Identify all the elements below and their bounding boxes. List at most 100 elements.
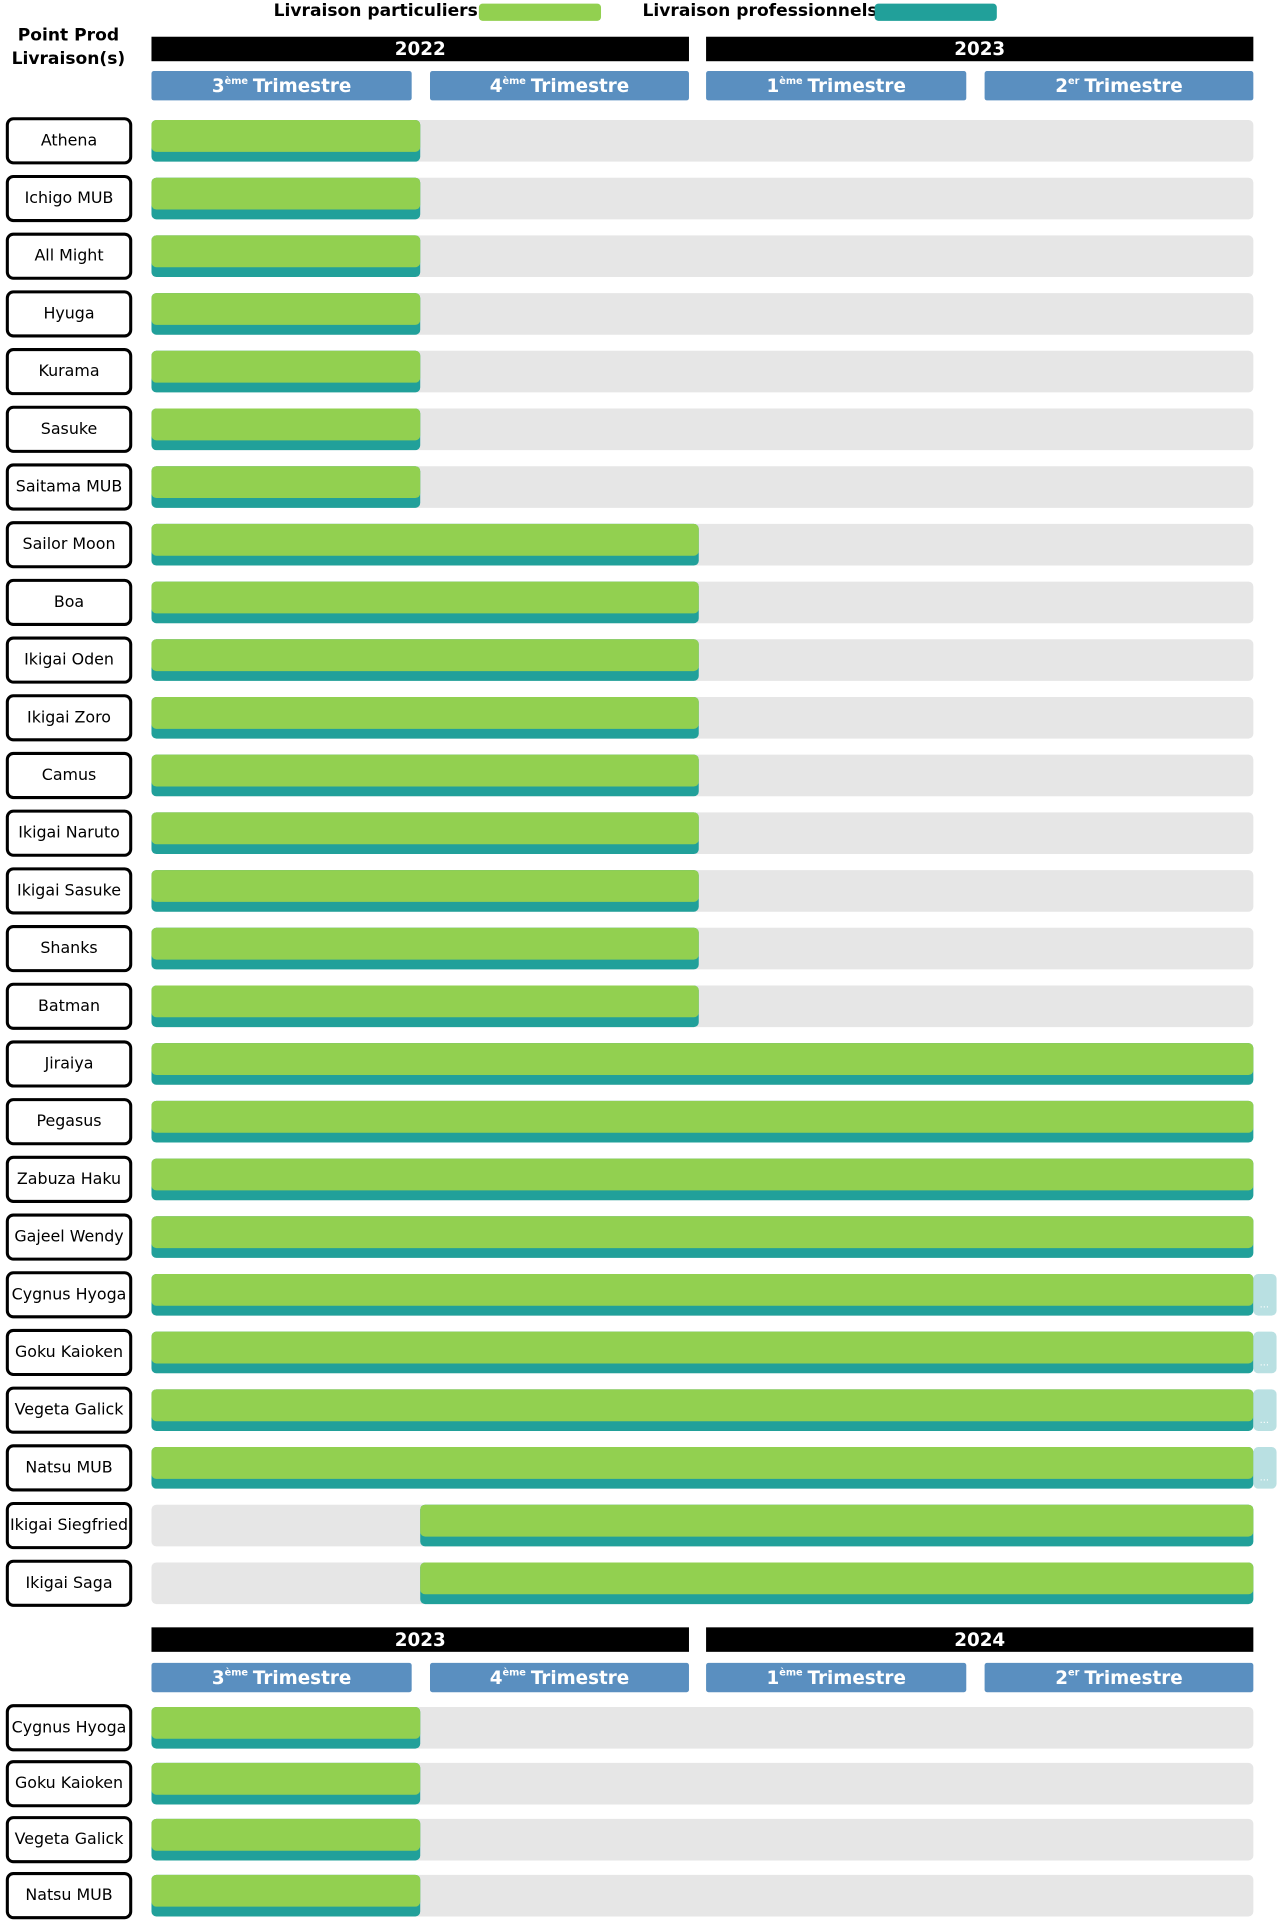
row-label: Jiraiya (44, 1053, 94, 1072)
row-label: All Might (34, 246, 103, 265)
bar-part (151, 696, 699, 729)
quarter-label: 3ème Trimestre (212, 75, 351, 97)
track (151, 408, 1254, 451)
quarter-header (706, 71, 967, 101)
row-label-box (5, 751, 133, 800)
row-label-box (5, 348, 133, 396)
row-label: Boa (54, 592, 84, 611)
quarter-sup: ème (779, 1667, 803, 1679)
bar-part (151, 1100, 1254, 1133)
row-label: Athena (41, 130, 97, 149)
track (151, 466, 1254, 508)
quarter-text: Trimestre (531, 1668, 629, 1689)
quarter-label: 2er Trimestre (1055, 1668, 1182, 1689)
row-label-box (5, 1872, 133, 1920)
row-label: Gajeel Wendy (14, 1227, 123, 1246)
row-label: Batman (38, 996, 100, 1015)
bar-part (151, 1216, 1254, 1249)
quarter-label: 2er Trimestre (1055, 76, 1182, 97)
bar-part (151, 1273, 1254, 1306)
row-label: Ikigai Siegfried (10, 1515, 128, 1534)
bar-part (151, 870, 699, 902)
quarter-num: 1 (766, 76, 779, 97)
legend-swatch (478, 3, 602, 21)
row-label-box (5, 521, 133, 569)
track (151, 1874, 1254, 1917)
quarter-sup: ème (225, 75, 249, 87)
row-label-box (5, 578, 133, 626)
track (151, 350, 1254, 393)
bar-part (151, 466, 421, 499)
bar-part (151, 927, 699, 960)
quarter-header (429, 71, 689, 101)
quarter-text: Trimestre (253, 1668, 351, 1689)
quarter-header (151, 71, 412, 101)
row-label-box (5, 1444, 133, 1492)
row-label-box (5, 982, 133, 1030)
quarter-label: 3ème Trimestre (212, 1667, 351, 1689)
quarter-text: Trimestre (1084, 1668, 1182, 1689)
row-label: Natsu MUB (25, 1457, 112, 1476)
quarter-header (706, 1662, 967, 1693)
bar-part (151, 581, 699, 614)
continuation-label: ... (1260, 1300, 1269, 1311)
quarter-sup: er (1068, 1668, 1080, 1679)
header-line: Livraison(s) (12, 49, 126, 69)
quarter-sup: er (1068, 76, 1080, 87)
quarter-header (151, 1662, 412, 1693)
quarter-label: 4ème Trimestre (490, 75, 629, 97)
row-label: Sasuke (41, 419, 97, 438)
row-label: Saitama MUB (16, 476, 122, 495)
continuation (1253, 1331, 1277, 1374)
continuation-label: ... (1260, 1473, 1269, 1484)
bar-part (151, 985, 699, 1018)
bar-part (151, 235, 421, 268)
bar-part (151, 350, 421, 383)
row-label: Ikigai Naruto (18, 823, 120, 842)
quarter-header (984, 71, 1254, 101)
year-label: 2024 (954, 1630, 1005, 1651)
bar-part (151, 1762, 421, 1795)
row-label: Shanks (40, 938, 97, 957)
track (151, 1706, 1254, 1749)
quarter-text: Trimestre (531, 76, 629, 97)
legend-label: Livraison professionnels (643, 1, 878, 21)
year-bar (706, 1627, 1254, 1652)
bar-part (151, 1043, 1254, 1076)
row-label: Kurama (38, 361, 99, 380)
bar-part (151, 1706, 421, 1739)
quarter-num: 4 (490, 1668, 503, 1689)
row-label: Zabuza Haku (17, 1169, 121, 1188)
row-label-box (5, 1704, 133, 1752)
row-label-box (5, 1328, 133, 1377)
year-label: 2023 (395, 1630, 446, 1651)
continuation (1253, 1273, 1277, 1316)
header-line: Point Prod (18, 25, 119, 45)
bar-part (151, 1874, 421, 1907)
continuation (1253, 1389, 1277, 1431)
quarter-label: 1ème Trimestre (766, 1667, 905, 1689)
row-label-box (5, 232, 133, 280)
row-label-box (5, 636, 133, 684)
row-label-box (5, 1559, 133, 1607)
legend-label: Livraison particuliers (274, 1, 478, 21)
row-label-box (5, 1760, 133, 1808)
legend-swatch (874, 3, 997, 21)
row-label: Ikigai Sasuke (17, 880, 121, 899)
quarter-text: Trimestre (808, 76, 906, 97)
track (151, 120, 1254, 162)
bar-part (151, 177, 421, 210)
quarter-sup: ème (503, 75, 527, 87)
continuation-label: ... (1260, 1357, 1269, 1368)
row-label: Vegeta Galick (15, 1400, 125, 1419)
row-label: Ichigo MUB (25, 188, 114, 207)
quarter-label: 4ème Trimestre (490, 1667, 629, 1689)
row-label-box (5, 463, 133, 511)
quarter-num: 3 (212, 76, 225, 97)
row-label-box (5, 1816, 133, 1864)
quarter-text: Trimestre (253, 76, 351, 97)
continuation (1253, 1447, 1277, 1489)
quarter-text: Trimestre (808, 1668, 906, 1689)
row-label: Hyuga (43, 303, 94, 322)
